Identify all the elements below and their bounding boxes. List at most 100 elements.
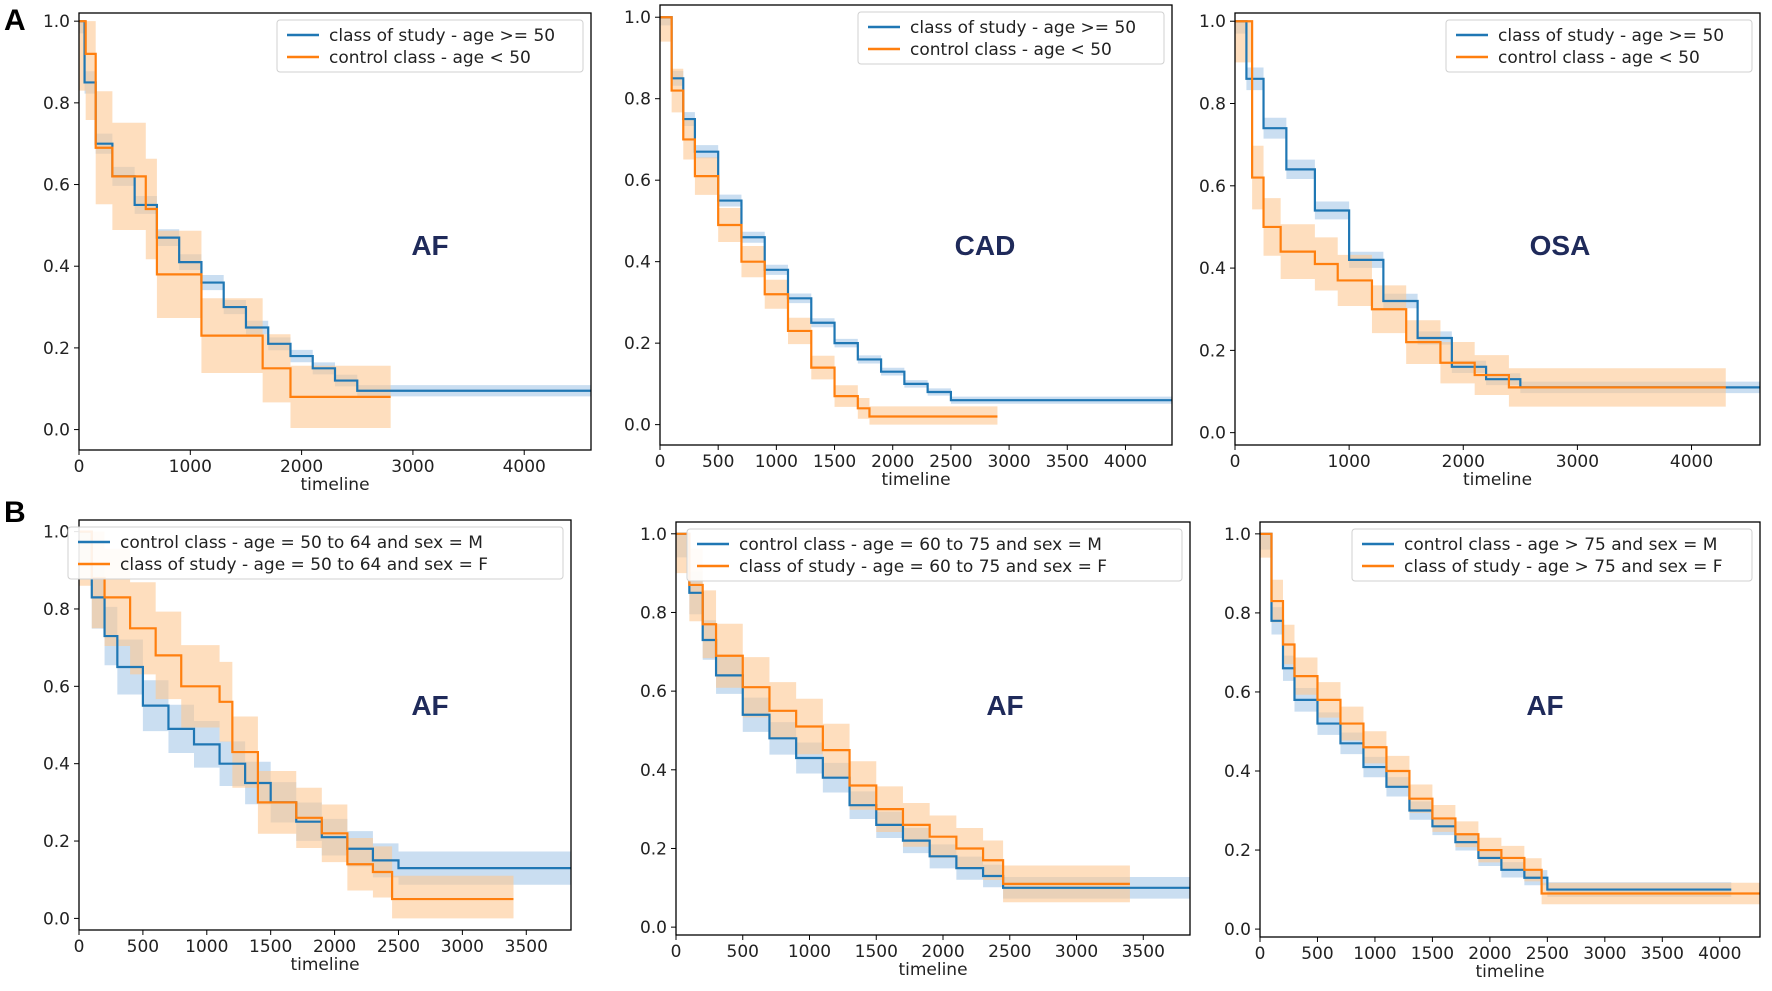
disease-annotation: AF xyxy=(411,690,448,721)
series-2-line xyxy=(79,20,391,399)
x-tick-label: 500 xyxy=(727,942,759,962)
series-1-line xyxy=(676,532,1190,889)
plot-frame xyxy=(1259,521,1761,938)
x-axis-label: timeline xyxy=(300,475,369,495)
legend-box xyxy=(1445,19,1753,73)
x-tick-label: 3000 xyxy=(391,457,434,477)
x-tick-label: 3000 xyxy=(1055,942,1098,962)
x-tick-label: 1000 xyxy=(788,942,831,962)
y-tick-label: 0.0 xyxy=(1199,424,1226,444)
y-tick-label: 0.0 xyxy=(1224,920,1251,940)
x-tick-label: 3000 xyxy=(1556,452,1599,472)
y-tick-label: 0.2 xyxy=(43,339,70,359)
x-tick-label: 2500 xyxy=(929,452,972,472)
series-2-line xyxy=(1260,532,1760,895)
series-2-line xyxy=(676,532,1130,885)
x-tick-label: 0 xyxy=(74,937,85,957)
y-tick-label: 0.0 xyxy=(640,918,667,938)
disease-annotation: AF xyxy=(411,230,448,261)
series-2-confidence-band xyxy=(660,17,998,425)
legend-entry-1: class of study - age >= 50 xyxy=(329,26,555,46)
x-tick-label: 2500 xyxy=(988,942,1031,962)
x-axis-label: timeline xyxy=(1475,962,1544,982)
chart-5: 0 500 1000 1500 2000 2500 3000 3500 0.0 0.2 0.4 0.6… xyxy=(640,521,1191,980)
y-tick-label: 1.0 xyxy=(640,525,667,545)
x-tick-label: 1500 xyxy=(855,942,898,962)
disease-annotation: AF xyxy=(986,690,1023,721)
legend-entry-1: class of study - age >= 50 xyxy=(1498,26,1724,46)
series-2-confidence-band xyxy=(79,21,391,429)
x-axis-label: timeline xyxy=(1463,470,1532,490)
y-tick-label: 1.0 xyxy=(43,12,70,32)
x-tick-label: 0 xyxy=(74,457,85,477)
x-tick-label: 4000 xyxy=(503,457,546,477)
y-tick-label: 1.0 xyxy=(624,8,651,28)
y-tick-label: 0.6 xyxy=(1199,177,1226,197)
x-tick-label: 3500 xyxy=(1641,944,1684,964)
y-tick-label: 0.0 xyxy=(624,416,651,436)
legend-entry-1: class of study - age >= 50 xyxy=(910,18,1136,38)
plot-frame xyxy=(78,519,572,931)
plot-frame xyxy=(675,521,1191,936)
x-tick-label: 2000 xyxy=(280,457,323,477)
legend-entry-2: control class - age < 50 xyxy=(1498,48,1700,68)
y-tick-label: 0.4 xyxy=(1199,259,1226,279)
x-tick-label: 2000 xyxy=(1468,944,1511,964)
x-tick-label: 3500 xyxy=(1046,452,1089,472)
series-2-line xyxy=(660,16,998,418)
y-tick-label: 0.4 xyxy=(624,253,651,273)
y-tick-label: 0.6 xyxy=(43,176,70,196)
x-tick-label: 3000 xyxy=(441,937,484,957)
y-tick-label: 0.0 xyxy=(43,909,70,929)
x-tick-label: 3500 xyxy=(505,937,548,957)
x-tick-label: 0 xyxy=(671,942,682,962)
legend-entry-2: class of study - age = 60 to 75 and sex … xyxy=(739,557,1107,577)
plot-frame xyxy=(659,4,1173,446)
plot-frame xyxy=(1234,12,1761,446)
x-tick-label: 1000 xyxy=(185,937,228,957)
legend-entry-1: control class - age = 50 to 64 and sex =… xyxy=(120,533,483,553)
y-tick-label: 0.6 xyxy=(640,682,667,702)
x-tick-label: 4000 xyxy=(1670,452,1713,472)
x-tick-label: 1000 xyxy=(755,452,798,472)
y-tick-label: 0.4 xyxy=(1224,762,1251,782)
y-tick-label: 0.2 xyxy=(640,839,667,859)
x-tick-label: 1500 xyxy=(813,452,856,472)
x-tick-label: 0 xyxy=(1230,452,1241,472)
y-tick-label: 0.0 xyxy=(43,421,70,441)
legend-box xyxy=(1351,528,1753,582)
chart-6: 0 500 1000 1500 2000 2500 3000 3500 4000 0.0 0.2 0.… xyxy=(1224,521,1761,982)
series-1-line xyxy=(660,16,1172,402)
series-2-line xyxy=(1235,20,1726,389)
x-tick-label: 1000 xyxy=(1327,452,1370,472)
x-tick-label: 4000 xyxy=(1104,452,1147,472)
legend-box xyxy=(67,526,564,580)
x-tick-label: 500 xyxy=(1301,944,1333,964)
disease-annotation: OSA xyxy=(1530,230,1591,261)
x-tick-label: 4000 xyxy=(1698,944,1741,964)
x-tick-label: 3000 xyxy=(987,452,1030,472)
y-tick-label: 0.8 xyxy=(624,90,651,110)
y-tick-label: 0.4 xyxy=(43,755,70,775)
legend-entry-1: control class - age = 60 to 75 and sex =… xyxy=(739,535,1102,555)
series-1-line xyxy=(79,530,571,870)
disease-annotation: AF xyxy=(1526,690,1563,721)
series-1-confidence-band xyxy=(1235,21,1760,394)
y-tick-label: 0.6 xyxy=(1224,683,1251,703)
x-axis-label: timeline xyxy=(881,470,950,490)
y-tick-label: 0.8 xyxy=(1224,604,1251,624)
x-tick-label: 3000 xyxy=(1583,944,1626,964)
series-2-line xyxy=(79,530,514,901)
legend-box xyxy=(857,11,1165,65)
y-tick-label: 0.2 xyxy=(1199,341,1226,361)
y-tick-label: 1.0 xyxy=(43,523,70,543)
chart-3: 0 1000 2000 3000 4000 0.0 0.2 0.4 0.6 0.8 1.0 timel… xyxy=(1199,12,1761,490)
x-tick-label: 500 xyxy=(127,937,159,957)
x-tick-label: 1500 xyxy=(249,937,292,957)
series-2-confidence-band xyxy=(1235,21,1726,407)
x-tick-label: 0 xyxy=(1255,944,1266,964)
legend-entry-2: class of study - age = 50 to 64 and sex … xyxy=(120,555,488,575)
chart-2: 0 500 1000 1500 2000 2500 3000 3500 4000 0.0 0.2 0.… xyxy=(624,4,1173,490)
x-tick-label: 1500 xyxy=(1411,944,1454,964)
